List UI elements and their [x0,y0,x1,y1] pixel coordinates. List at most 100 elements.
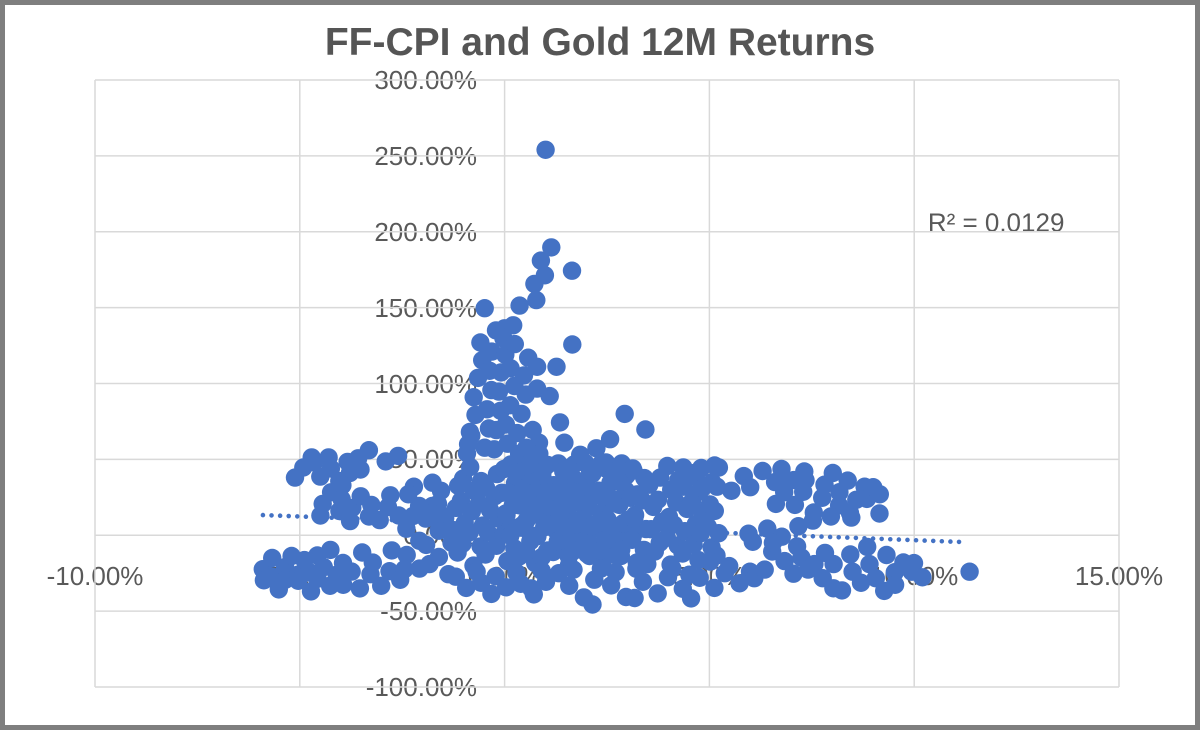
data-point [555,433,574,452]
data-point [784,564,803,583]
data-point [587,439,606,458]
scatter-plot [94,79,1120,688]
data-point [709,524,728,543]
data-point [591,559,611,578]
data-point [803,511,823,530]
data-point [542,238,561,257]
data-point [824,554,843,574]
data-point [674,477,693,496]
data-point [705,501,724,521]
data-point [499,483,518,502]
data-point [397,545,416,565]
data-point [564,560,583,579]
data-point [475,299,494,318]
data-point [547,357,566,376]
data-point [705,578,724,598]
data-point [777,471,796,490]
data-point [362,495,381,515]
data-point [885,575,905,594]
data-point [409,496,429,516]
data-point [913,568,932,587]
data-point [860,554,879,574]
scatter-series [253,140,979,614]
data-point [605,494,624,513]
data-point [625,509,644,529]
data-point [527,357,547,376]
data-point [334,575,353,594]
data-point [524,585,543,604]
data-point [321,540,340,560]
data-point [550,413,570,432]
data-point [562,261,582,280]
data-point [821,507,841,526]
data-point [621,487,640,506]
data-point [789,517,808,536]
data-point [674,458,693,477]
data-point [547,482,566,501]
data-point [877,545,896,565]
data-point [527,290,546,310]
data-point [785,495,805,515]
data-point [372,576,391,595]
data-point [388,446,408,466]
data-point [753,461,772,481]
data-point [622,530,642,549]
data-point [693,479,712,498]
data-point [505,334,524,354]
data-point [370,510,389,530]
data-point [700,552,720,571]
data-point [858,537,877,557]
data-point [823,463,842,483]
data-point [510,296,529,315]
data-point [904,553,924,573]
data-point [600,430,620,449]
data-point [508,423,527,443]
data-point [351,460,370,479]
data-point [707,477,727,496]
data-point [563,335,582,354]
data-point [536,572,556,591]
data-point [571,445,590,464]
data-point [583,595,602,614]
data-point [755,560,774,579]
data-point [540,386,559,406]
data-point [578,494,598,514]
data-point [663,559,682,578]
data-point [461,457,480,477]
data-point [741,478,760,497]
data-point [681,589,701,608]
data-point [606,563,625,582]
data-point [615,404,634,424]
data-point [638,554,657,574]
data-point [623,459,642,478]
data-point [477,400,497,419]
data-point [763,533,783,552]
data-point [690,568,709,587]
data-point [458,435,478,454]
data-point [399,485,418,504]
data-point [382,541,401,560]
data-point [536,140,555,159]
data-point [517,542,536,562]
data-point [838,471,857,490]
data-point [482,584,501,604]
data-point [709,458,729,477]
data-point [842,508,861,527]
data-point [464,388,483,407]
data-point [457,578,476,598]
data-point [530,444,549,463]
data-point [381,486,400,505]
data-point [851,573,871,592]
data-point [489,382,509,401]
data-point [841,545,860,564]
data-point [722,481,741,500]
data-point [596,531,615,550]
data-point [496,578,516,597]
data-point [648,584,667,603]
data-point [531,251,551,270]
data-point [832,581,852,600]
data-point [743,532,762,551]
data-point [416,535,436,555]
data-point [796,470,815,490]
data-point [512,404,531,424]
